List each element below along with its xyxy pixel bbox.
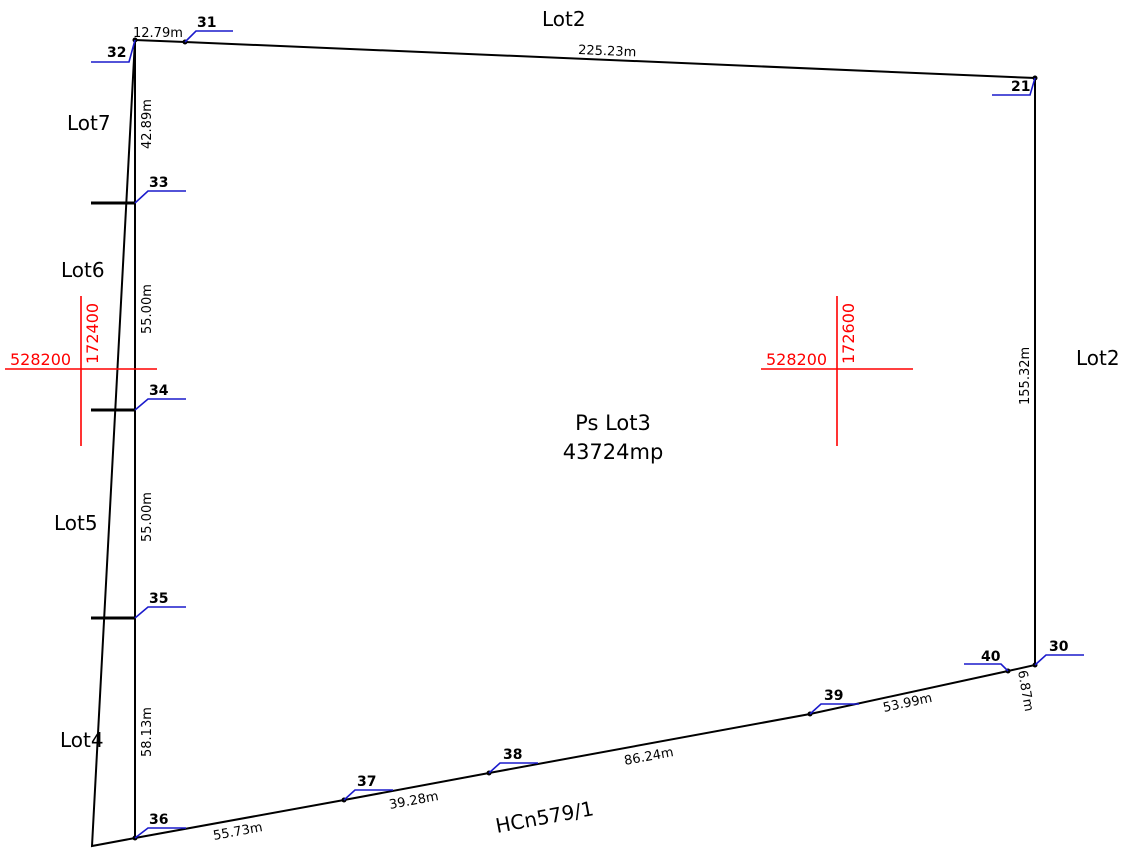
grid-east-y: 172600 (839, 303, 858, 364)
distance-35-34: 55.00m (140, 492, 155, 542)
neighbor-lot6: Lot6 (61, 258, 105, 282)
grid-west-y: 172400 (83, 303, 102, 364)
parcel-name: Ps Lot3 (575, 411, 651, 435)
road-label: HCn579/1 (494, 796, 596, 838)
grid-cross-west (5, 296, 157, 446)
point-label-35: 35 (149, 591, 168, 607)
distance-40-39: 53.99m (882, 691, 934, 716)
leader-37 (343, 789, 393, 801)
leader-34 (134, 398, 186, 411)
distance-37-36: 55.73m (212, 820, 264, 844)
neighbor-lot5: Lot5 (54, 511, 98, 535)
grid-east-x: 528200 (766, 350, 827, 369)
grid-cross-east (761, 296, 913, 446)
point-label-39: 39 (824, 688, 843, 704)
point-label-21: 21 (1011, 79, 1030, 95)
distance-32-31: 12.79m (133, 26, 183, 41)
point-label-33: 33 (149, 175, 168, 191)
leader-21 (992, 77, 1036, 96)
point-label-36: 36 (149, 812, 168, 828)
point-label-31: 31 (197, 15, 216, 31)
distance-38-37: 39.28m (388, 789, 440, 813)
neighbor-lot4: Lot4 (60, 728, 104, 752)
neighbor-north: Lot2 (542, 7, 586, 31)
point-label-34: 34 (149, 383, 169, 399)
leader-32 (91, 39, 136, 63)
leader-40 (964, 663, 1009, 672)
distance-31-21: 225.23m (578, 43, 637, 60)
leader-39 (809, 703, 859, 715)
leader-33 (134, 190, 186, 204)
distance-21-30: 155.32m (1018, 347, 1033, 405)
distance-39-38: 86.24m (623, 745, 675, 769)
point-label-32: 32 (107, 45, 126, 61)
distance-33-32: 42.89m (140, 99, 155, 149)
distance-36-35: 58.13m (140, 707, 155, 757)
point-label-40: 40 (981, 649, 1001, 665)
grid-west-x: 528200 (10, 350, 71, 369)
neighbor-lot7: Lot7 (67, 111, 111, 135)
neighbor-east: Lot2 (1076, 346, 1120, 370)
leader-38 (488, 762, 538, 774)
distance-30-40: 6.87m (1014, 669, 1036, 713)
point-label-37: 37 (357, 774, 376, 790)
point-label-38: 38 (503, 747, 522, 763)
leader-30 (1034, 654, 1084, 666)
leader-35 (134, 606, 186, 619)
leader-36 (134, 827, 186, 839)
leader-31 (184, 30, 233, 43)
point-label-30: 30 (1049, 639, 1069, 655)
distance-34-33: 55.00m (140, 284, 155, 334)
parcel-area: 43724mp (563, 440, 664, 464)
